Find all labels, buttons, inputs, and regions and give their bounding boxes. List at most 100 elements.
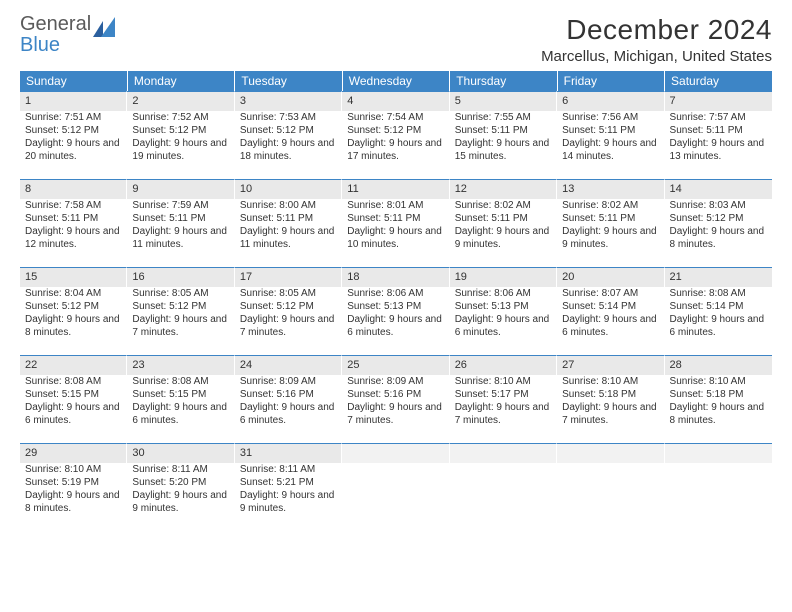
cell-body: Sunrise: 8:05 AMSunset: 5:12 PMDaylight:… xyxy=(235,287,342,344)
cell-body: Sunrise: 7:59 AMSunset: 5:11 PMDaylight:… xyxy=(127,199,234,256)
day-number: 11 xyxy=(342,179,449,199)
calendar-cell: 27Sunrise: 8:10 AMSunset: 5:18 PMDayligh… xyxy=(557,355,664,443)
sunrise-text: Sunrise: 8:08 AM xyxy=(25,375,122,388)
day-header: Sunday xyxy=(20,71,127,91)
daylight-text: Daylight: 9 hours and 8 minutes. xyxy=(670,401,767,427)
sunset-text: Sunset: 5:11 PM xyxy=(25,212,122,225)
calendar-week: 1Sunrise: 7:51 AMSunset: 5:12 PMDaylight… xyxy=(20,91,772,179)
location-text: Marcellus, Michigan, United States xyxy=(541,48,772,65)
calendar-cell: 21Sunrise: 8:08 AMSunset: 5:14 PMDayligh… xyxy=(665,267,772,355)
calendar-week: 15Sunrise: 8:04 AMSunset: 5:12 PMDayligh… xyxy=(20,267,772,355)
calendar-week: 29Sunrise: 8:10 AMSunset: 5:19 PMDayligh… xyxy=(20,443,772,531)
calendar-cell: 4Sunrise: 7:54 AMSunset: 5:12 PMDaylight… xyxy=(342,91,449,179)
day-header: Saturday xyxy=(665,71,772,91)
cell-body: Sunrise: 8:09 AMSunset: 5:16 PMDaylight:… xyxy=(342,375,449,432)
daylight-text: Daylight: 9 hours and 9 minutes. xyxy=(240,489,337,515)
sunrise-text: Sunrise: 8:02 AM xyxy=(455,199,552,212)
calendar-cell xyxy=(342,443,449,531)
cell-body: Sunrise: 8:07 AMSunset: 5:14 PMDaylight:… xyxy=(557,287,664,344)
daylight-text: Daylight: 9 hours and 7 minutes. xyxy=(347,401,444,427)
calendar-cell: 5Sunrise: 7:55 AMSunset: 5:11 PMDaylight… xyxy=(450,91,557,179)
daylight-text: Daylight: 9 hours and 9 minutes. xyxy=(455,225,552,251)
cell-body xyxy=(342,463,449,513)
sunrise-text: Sunrise: 8:08 AM xyxy=(670,287,767,300)
sunrise-text: Sunrise: 8:07 AM xyxy=(562,287,659,300)
sunset-text: Sunset: 5:12 PM xyxy=(670,212,767,225)
daylight-text: Daylight: 9 hours and 18 minutes. xyxy=(240,137,337,163)
daylight-text: Daylight: 9 hours and 11 minutes. xyxy=(240,225,337,251)
day-number: 10 xyxy=(235,179,342,199)
calendar-cell: 31Sunrise: 8:11 AMSunset: 5:21 PMDayligh… xyxy=(235,443,342,531)
calendar-cell: 9Sunrise: 7:59 AMSunset: 5:11 PMDaylight… xyxy=(127,179,234,267)
calendar-cell: 3Sunrise: 7:53 AMSunset: 5:12 PMDaylight… xyxy=(235,91,342,179)
cell-body: Sunrise: 7:56 AMSunset: 5:11 PMDaylight:… xyxy=(557,111,664,168)
sunrise-text: Sunrise: 8:02 AM xyxy=(562,199,659,212)
calendar-body: 1Sunrise: 7:51 AMSunset: 5:12 PMDaylight… xyxy=(20,91,772,531)
sunset-text: Sunset: 5:11 PM xyxy=(670,124,767,137)
sunset-text: Sunset: 5:11 PM xyxy=(455,124,552,137)
logo-word-blue: Blue xyxy=(20,34,60,56)
calendar-cell: 6Sunrise: 7:56 AMSunset: 5:11 PMDaylight… xyxy=(557,91,664,179)
cell-body: Sunrise: 8:09 AMSunset: 5:16 PMDaylight:… xyxy=(235,375,342,432)
daylight-text: Daylight: 9 hours and 6 minutes. xyxy=(347,313,444,339)
calendar-cell: 19Sunrise: 8:06 AMSunset: 5:13 PMDayligh… xyxy=(450,267,557,355)
cell-body: Sunrise: 7:53 AMSunset: 5:12 PMDaylight:… xyxy=(235,111,342,168)
cell-body: Sunrise: 7:54 AMSunset: 5:12 PMDaylight:… xyxy=(342,111,449,168)
sunset-text: Sunset: 5:12 PM xyxy=(25,300,122,313)
cell-body: Sunrise: 8:08 AMSunset: 5:15 PMDaylight:… xyxy=(127,375,234,432)
calendar-cell: 25Sunrise: 8:09 AMSunset: 5:16 PMDayligh… xyxy=(342,355,449,443)
cell-body: Sunrise: 8:08 AMSunset: 5:14 PMDaylight:… xyxy=(665,287,772,344)
sunrise-text: Sunrise: 8:11 AM xyxy=(132,463,229,476)
sunset-text: Sunset: 5:14 PM xyxy=(562,300,659,313)
cell-body: Sunrise: 8:05 AMSunset: 5:12 PMDaylight:… xyxy=(127,287,234,344)
day-number: 4 xyxy=(342,91,449,111)
day-number xyxy=(342,443,449,463)
sunrise-text: Sunrise: 7:52 AM xyxy=(132,111,229,124)
calendar-cell: 1Sunrise: 7:51 AMSunset: 5:12 PMDaylight… xyxy=(20,91,127,179)
calendar-cell: 28Sunrise: 8:10 AMSunset: 5:18 PMDayligh… xyxy=(665,355,772,443)
sunset-text: Sunset: 5:19 PM xyxy=(25,476,122,489)
cell-body: Sunrise: 8:06 AMSunset: 5:13 PMDaylight:… xyxy=(450,287,557,344)
day-number: 17 xyxy=(235,267,342,287)
calendar-cell: 29Sunrise: 8:10 AMSunset: 5:19 PMDayligh… xyxy=(20,443,127,531)
day-number: 29 xyxy=(20,443,127,463)
day-number: 9 xyxy=(127,179,234,199)
sunset-text: Sunset: 5:12 PM xyxy=(347,124,444,137)
sunset-text: Sunset: 5:11 PM xyxy=(562,124,659,137)
calendar-cell: 12Sunrise: 8:02 AMSunset: 5:11 PMDayligh… xyxy=(450,179,557,267)
sunrise-text: Sunrise: 7:58 AM xyxy=(25,199,122,212)
calendar-cell: 10Sunrise: 8:00 AMSunset: 5:11 PMDayligh… xyxy=(235,179,342,267)
sunrise-text: Sunrise: 8:06 AM xyxy=(455,287,552,300)
logo-mark-icon xyxy=(93,17,121,39)
day-number: 22 xyxy=(20,355,127,375)
logo-word-general: General xyxy=(20,13,91,35)
sunrise-text: Sunrise: 8:06 AM xyxy=(347,287,444,300)
cell-body: Sunrise: 8:10 AMSunset: 5:18 PMDaylight:… xyxy=(557,375,664,432)
cell-body: Sunrise: 8:06 AMSunset: 5:13 PMDaylight:… xyxy=(342,287,449,344)
day-number: 31 xyxy=(235,443,342,463)
sunrise-text: Sunrise: 7:56 AM xyxy=(562,111,659,124)
day-number: 15 xyxy=(20,267,127,287)
sunset-text: Sunset: 5:11 PM xyxy=(132,212,229,225)
daylight-text: Daylight: 9 hours and 12 minutes. xyxy=(25,225,122,251)
calendar-cell: 18Sunrise: 8:06 AMSunset: 5:13 PMDayligh… xyxy=(342,267,449,355)
sunrise-text: Sunrise: 8:05 AM xyxy=(240,287,337,300)
daylight-text: Daylight: 9 hours and 6 minutes. xyxy=(455,313,552,339)
sunset-text: Sunset: 5:18 PM xyxy=(562,388,659,401)
day-number: 28 xyxy=(665,355,772,375)
cell-body: Sunrise: 7:58 AMSunset: 5:11 PMDaylight:… xyxy=(20,199,127,256)
day-number: 25 xyxy=(342,355,449,375)
day-header: Thursday xyxy=(450,71,557,91)
calendar-cell: 23Sunrise: 8:08 AMSunset: 5:15 PMDayligh… xyxy=(127,355,234,443)
calendar-cell xyxy=(450,443,557,531)
day-number: 27 xyxy=(557,355,664,375)
day-number: 20 xyxy=(557,267,664,287)
cell-body: Sunrise: 8:11 AMSunset: 5:21 PMDaylight:… xyxy=(235,463,342,520)
sunrise-text: Sunrise: 7:57 AM xyxy=(670,111,767,124)
calendar-cell: 7Sunrise: 7:57 AMSunset: 5:11 PMDaylight… xyxy=(665,91,772,179)
daylight-text: Daylight: 9 hours and 6 minutes. xyxy=(25,401,122,427)
sunset-text: Sunset: 5:12 PM xyxy=(25,124,122,137)
sunrise-text: Sunrise: 7:59 AM xyxy=(132,199,229,212)
sunset-text: Sunset: 5:12 PM xyxy=(132,300,229,313)
day-number: 14 xyxy=(665,179,772,199)
